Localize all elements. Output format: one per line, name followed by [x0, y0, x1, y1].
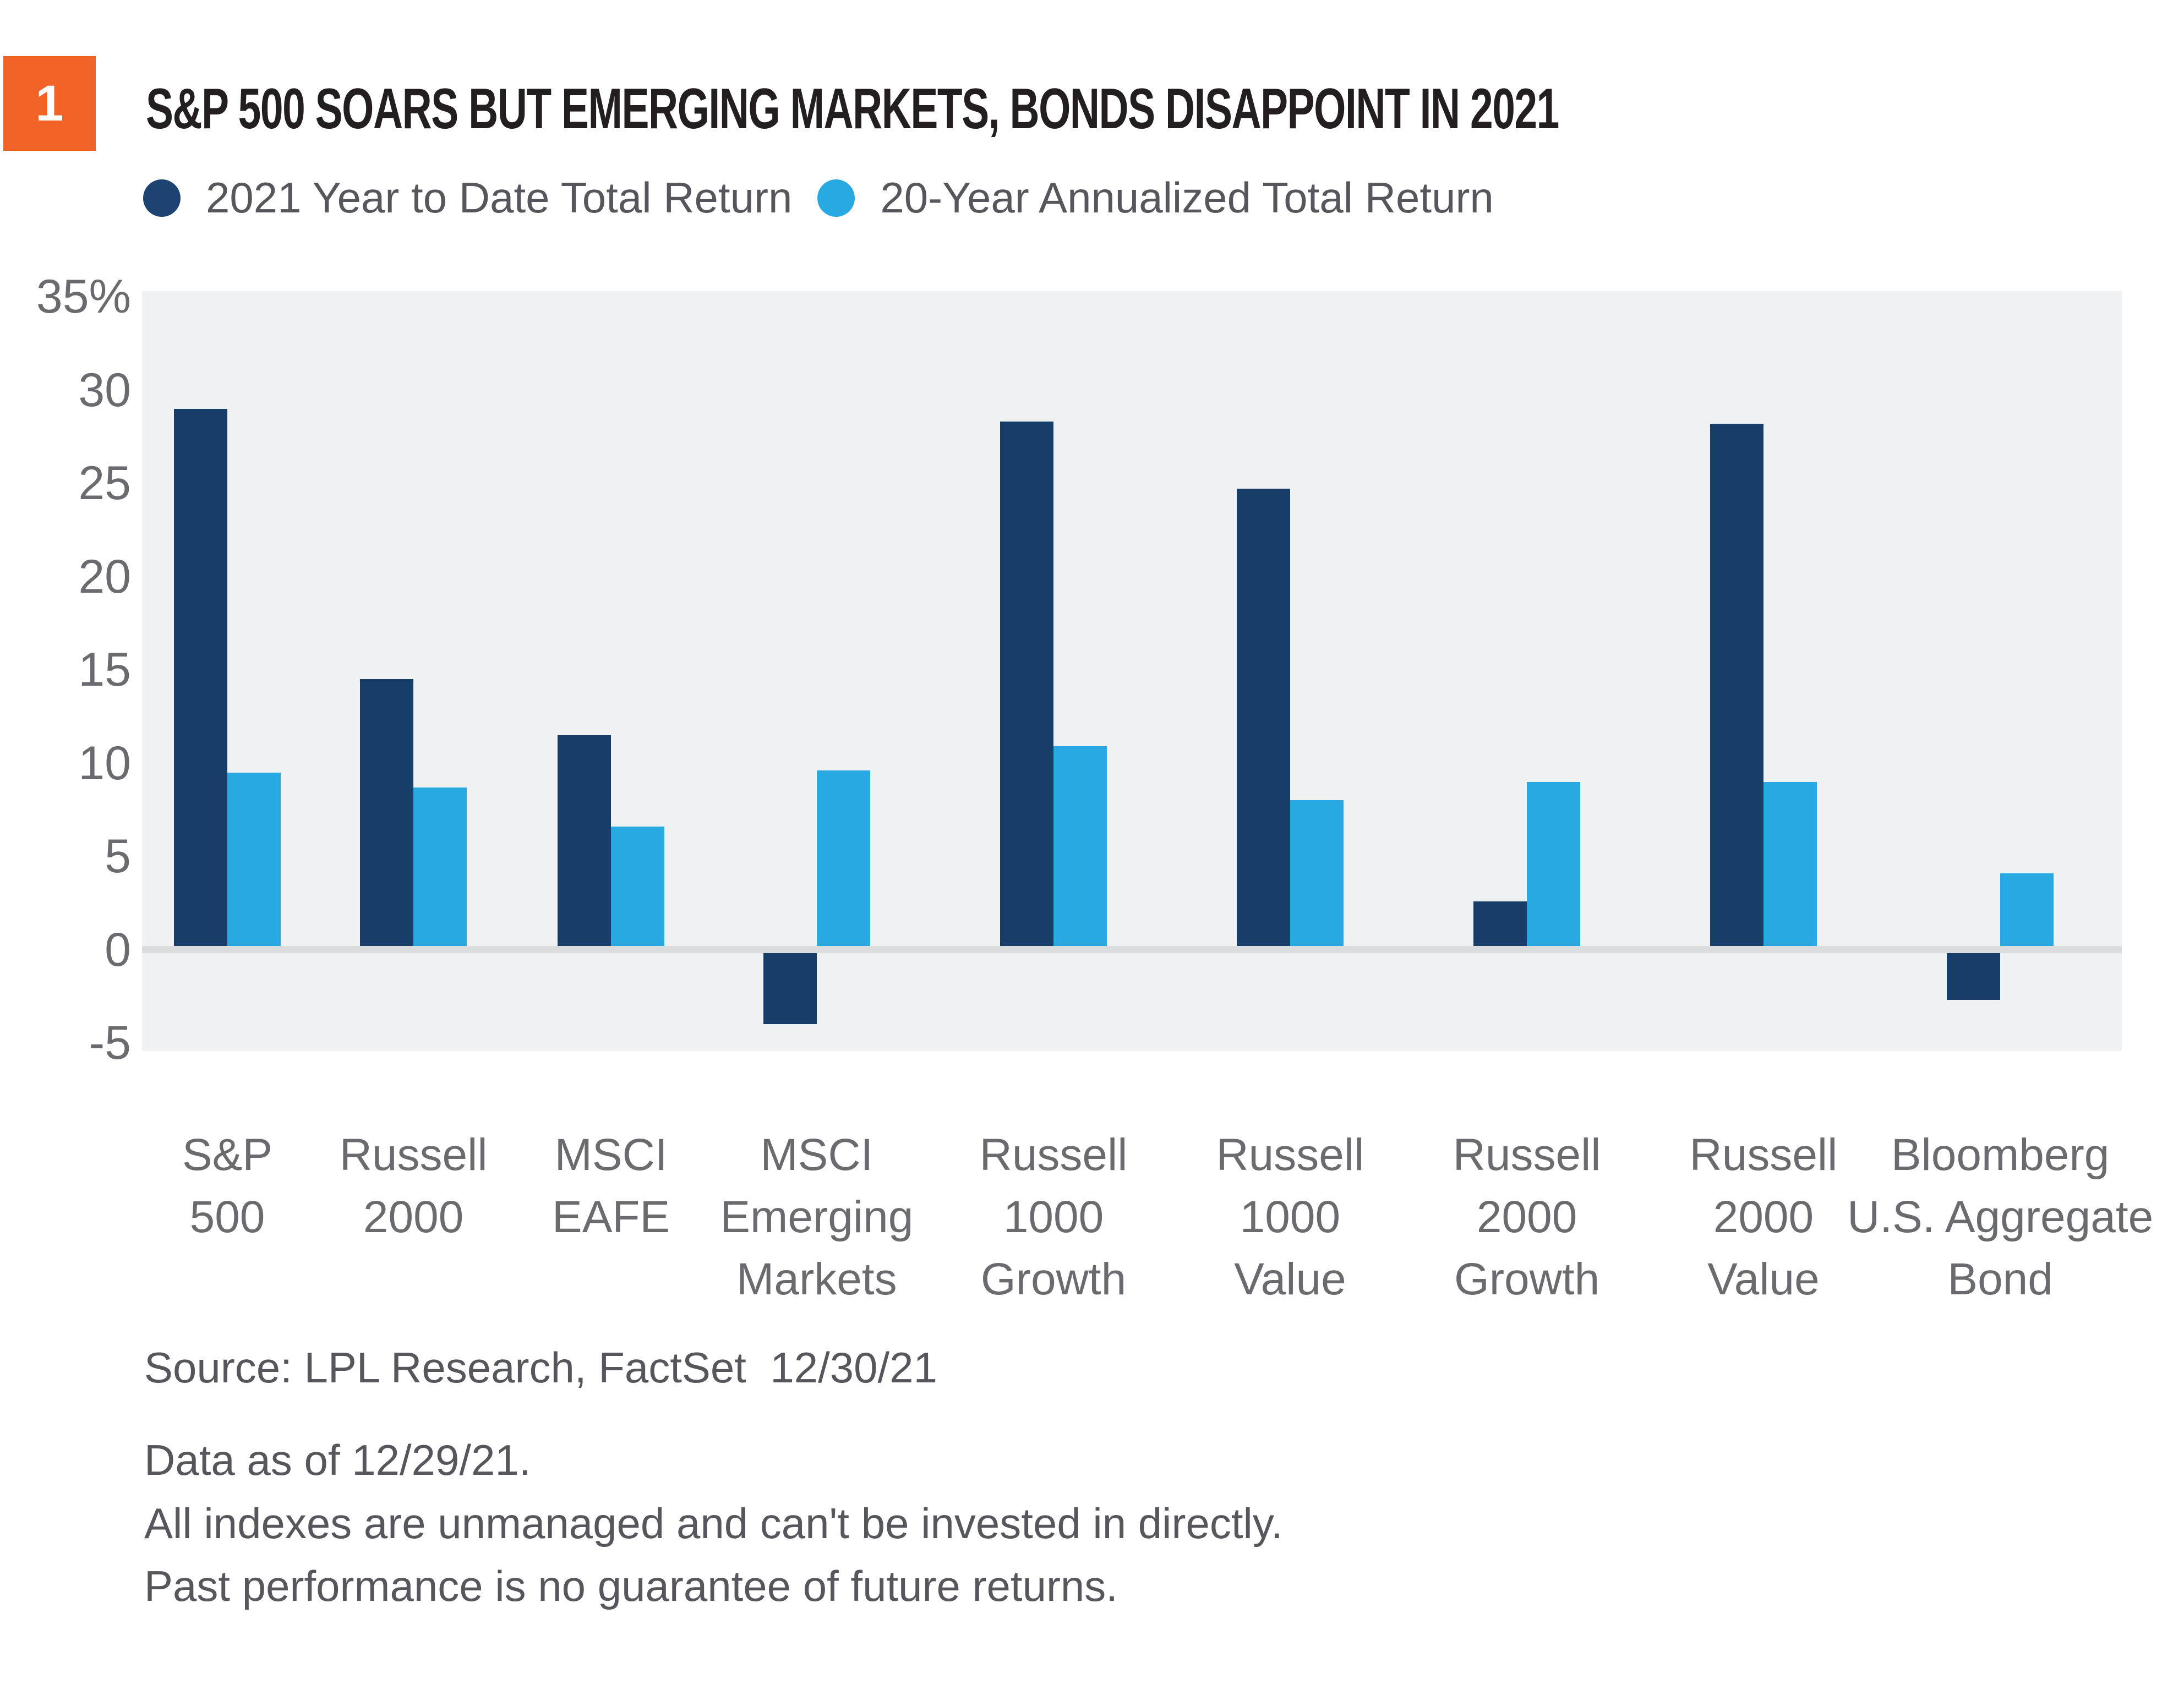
- y-axis-tick-label: -5: [89, 1016, 131, 1070]
- bar-ytd-russell-1000-value: [1236, 489, 1290, 947]
- bar-ytd-s-p-500: [174, 408, 228, 947]
- bar-20yr-russell-2000-value: [1763, 781, 1817, 947]
- legend: 2021 Year to Date Total Return 20-Year A…: [143, 173, 1494, 223]
- x-axis-label: Russell 2000 Growth: [1453, 1130, 1601, 1305]
- page-title: S&P 500 SOARS BUT EMERGING MARKETS, BOND…: [146, 76, 2108, 142]
- y-axis-tick-label: 20: [78, 550, 131, 603]
- bar-20yr-msci-emerging-markets: [816, 770, 870, 947]
- zero-axis-line: [142, 946, 2122, 954]
- legend-label: 2021 Year to Date Total Return: [206, 173, 793, 222]
- note-line: Data as of 12/29/21.: [144, 1436, 531, 1484]
- bar-ytd-bloomberg-u-s-aggregate-bond: [1947, 953, 2001, 1000]
- y-axis-tick-label: 10: [78, 736, 131, 790]
- bar-20yr-russell-1000-value: [1290, 800, 1344, 947]
- x-axis-label: MSCI Emerging Markets: [720, 1130, 914, 1305]
- x-axis-label: S&P 500: [182, 1130, 273, 1243]
- bar-20yr-s-p-500: [227, 772, 281, 947]
- bar-20yr-russell-1000-growth: [1053, 746, 1107, 947]
- legend-item-ytd-return: 2021 Year to Date Total Return: [143, 173, 792, 223]
- source-text: Source: LPL Research, FactSet 12/30/21: [144, 1343, 937, 1392]
- y-axis-tick-label: 35%: [36, 270, 131, 324]
- bar-20yr-msci-eafe: [611, 826, 665, 947]
- x-axis-label: Russell 2000 Value: [1689, 1130, 1838, 1305]
- x-axis-label: MSCI EAFE: [552, 1130, 670, 1243]
- plot-area: [142, 291, 2122, 1051]
- y-axis-tick-label: 0: [105, 923, 131, 976]
- note-line: All indexes are unmanaged and can't be i…: [144, 1498, 1283, 1547]
- y-axis-tick-label: 30: [78, 363, 131, 417]
- x-axis-label: Bloomberg U.S. Aggregate Bond: [1847, 1130, 2154, 1305]
- bar-ytd-msci-emerging-markets: [763, 953, 817, 1025]
- x-axis-label: Russell 1000 Growth: [979, 1130, 1128, 1305]
- bar-ytd-russell-1000-growth: [1000, 422, 1054, 947]
- legend-dot-icon: [817, 179, 855, 217]
- legend-dot-icon: [143, 179, 181, 217]
- x-axis-label: Russell 2000: [339, 1130, 488, 1243]
- bar-20yr-russell-2000-growth: [1527, 781, 1581, 947]
- legend-label: 20-Year Annualized Total Return: [880, 173, 1494, 222]
- bar-ytd-russell-2000-growth: [1473, 901, 1527, 947]
- chart-title-text: S&P 500 SOARS BUT EMERGING MARKETS, BOND…: [146, 76, 1559, 141]
- figure-number-badge: 1: [3, 56, 96, 151]
- bar-ytd-russell-2000-value: [1710, 423, 1763, 947]
- bar-ytd-msci-eafe: [558, 735, 611, 947]
- y-axis: 35% 30 25 20 15 10 5 0 -5: [0, 273, 131, 1066]
- bar-20yr-bloomberg-u-s-aggregate-bond: [2000, 873, 2054, 947]
- x-axis-label: Russell 1000 Value: [1216, 1130, 1364, 1305]
- note-line: Past performance is no guarantee of futu…: [144, 1562, 1118, 1611]
- bar-20yr-russell-2000: [413, 787, 467, 947]
- bar-ytd-russell-2000: [360, 679, 414, 947]
- y-axis-tick-label: 15: [78, 643, 131, 697]
- x-axis-labels: S&P 500 Russell 2000 MSCI EAFE MSCI Emerging Mar…: [142, 1124, 2153, 1322]
- y-axis-tick-label: 25: [78, 457, 131, 510]
- figure-number: 1: [35, 75, 64, 132]
- legend-item-20yr-return: 20-Year Annualized Total Return: [817, 173, 1494, 223]
- footnotes: Data as of 12/29/21. All indexes are unm…: [144, 1429, 1283, 1618]
- y-axis-tick-label: 5: [105, 830, 131, 883]
